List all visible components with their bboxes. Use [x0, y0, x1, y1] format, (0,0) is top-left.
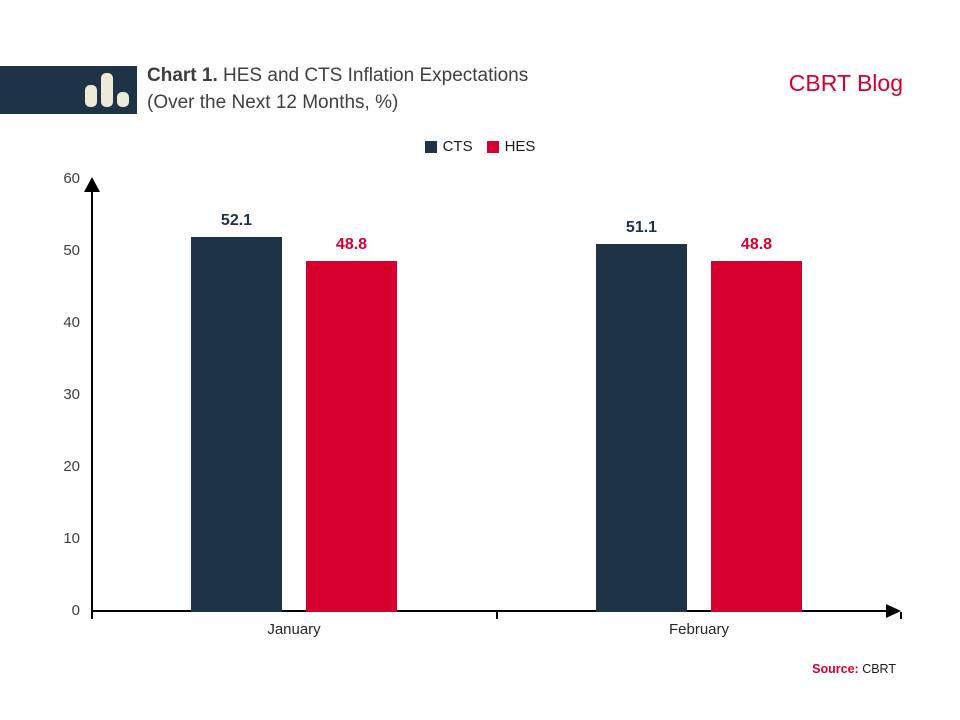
brand-title: CBRT Blog	[788, 70, 903, 96]
chart-title-line1: Chart 1. HES and CTS Inflation Expectati…	[147, 62, 528, 89]
bar-chart-icon	[117, 92, 129, 107]
chart-title-prefix: Chart 1.	[147, 65, 218, 86]
x-axis-tick	[496, 612, 498, 619]
bar-value-cts-january: 52.1	[220, 212, 253, 229]
category-label-february: February	[668, 621, 730, 638]
chart-title-rest: HES and CTS Inflation Expectations	[217, 65, 529, 86]
bar-cts-january	[191, 237, 282, 612]
y-tick-label-0: 0	[71, 602, 80, 619]
legend-item-hes: HES	[486, 138, 536, 155]
bar-chart-icon	[101, 73, 113, 107]
source-label: Source:	[812, 662, 859, 676]
x-axis-arrow-icon	[886, 604, 901, 618]
chart-title-line2: (Over the Next 12 Months, %)	[147, 92, 399, 113]
bar-cts-february	[596, 244, 687, 612]
y-axis-arrow-icon	[84, 177, 100, 192]
legend: CTS HES	[0, 138, 960, 155]
chart-title: Chart 1. HES and CTS Inflation Expectati…	[147, 62, 528, 116]
category-label-january: January	[267, 621, 321, 638]
legend-label: HES	[504, 138, 536, 155]
bar-hes-february	[711, 261, 802, 612]
y-tick-label-50: 50	[63, 242, 80, 259]
x-axis-tick	[900, 612, 902, 619]
y-tick-label-20: 20	[63, 458, 80, 475]
y-tick-label-10: 10	[63, 530, 80, 547]
bar-hes-january	[306, 261, 397, 612]
legend-swatch-icon	[424, 140, 437, 153]
cbrt-logo	[0, 66, 137, 114]
bar-value-cts-february: 51.1	[625, 219, 658, 236]
legend-label: CTS	[442, 138, 473, 155]
bar-value-hes-february: 48.8	[740, 236, 773, 253]
source-note: Source: CBRT	[812, 662, 896, 676]
x-axis-line	[91, 610, 887, 612]
source-value: CBRT	[862, 662, 896, 676]
legend-swatch-icon	[486, 140, 499, 153]
bar-chart-icon	[85, 85, 97, 107]
y-tick-label-30: 30	[63, 386, 80, 403]
legend-item-cts: CTS	[424, 138, 473, 155]
x-axis-tick	[91, 612, 93, 619]
y-tick-label-40: 40	[63, 314, 80, 331]
y-tick-label-60: 60	[63, 170, 80, 187]
bar-value-hes-january: 48.8	[335, 236, 368, 253]
y-axis-line	[91, 186, 93, 612]
